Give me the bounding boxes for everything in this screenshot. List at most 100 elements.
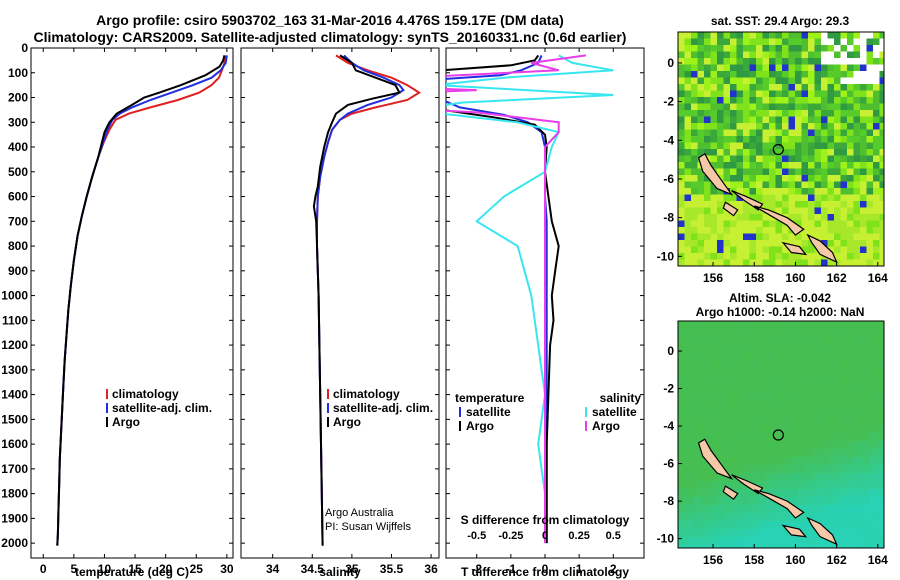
sst-cell xyxy=(788,58,796,65)
x-tick-label: 35 xyxy=(345,562,359,576)
sla-cell xyxy=(702,425,711,434)
sla-cell xyxy=(678,409,687,418)
sst-cell xyxy=(704,188,711,195)
sst-cell xyxy=(723,227,731,234)
sst-cell xyxy=(710,71,718,78)
sla-cell xyxy=(822,497,831,506)
sst-cell xyxy=(775,38,783,46)
sst-cell xyxy=(756,123,763,130)
sla-cell xyxy=(678,329,687,338)
sst-cell xyxy=(782,175,789,182)
sst-cell xyxy=(743,253,750,260)
sst-cell xyxy=(717,90,724,98)
sla-cell xyxy=(694,329,703,338)
sst-cell xyxy=(801,58,809,65)
sla-cell xyxy=(718,393,727,402)
y-tick-label: 600 xyxy=(8,190,28,204)
sla-cell xyxy=(678,321,687,330)
sst-cell xyxy=(691,90,698,98)
sla-cell xyxy=(726,505,735,514)
sst-cell xyxy=(853,77,861,85)
sst-cell xyxy=(730,168,737,176)
sla-cell xyxy=(702,337,711,346)
sst-cell xyxy=(860,233,867,241)
sla-cell xyxy=(846,505,855,514)
sst-cell xyxy=(749,77,757,85)
sla-cell xyxy=(830,497,839,506)
sst-cell xyxy=(782,194,789,202)
sla-cell xyxy=(814,345,823,354)
sst-cell xyxy=(788,155,796,163)
sla-cell xyxy=(870,329,879,338)
sst-cell xyxy=(723,90,731,98)
sla-cell xyxy=(774,361,783,370)
sst-cell xyxy=(879,142,884,150)
sst-cell xyxy=(795,233,802,241)
sla-cell xyxy=(854,409,863,418)
sst-cell xyxy=(827,227,835,234)
sst-cell xyxy=(808,168,815,176)
sst-cell xyxy=(710,123,718,130)
sst-cell xyxy=(873,253,880,260)
sla-cell xyxy=(686,425,695,434)
sst-cell xyxy=(710,64,718,72)
sst-cell xyxy=(860,240,867,247)
sla-cell xyxy=(742,449,751,458)
sst-cell xyxy=(769,84,776,91)
sst-cell xyxy=(860,103,867,111)
sst-cell xyxy=(860,116,867,124)
sst-cell xyxy=(827,207,835,215)
sla-cell xyxy=(854,353,863,362)
sst-cell xyxy=(749,162,757,169)
sst-cell xyxy=(853,129,861,137)
sla-cell xyxy=(798,425,807,434)
legend-label: satellite xyxy=(466,405,511,419)
sla-cell xyxy=(862,529,871,538)
sst-cell xyxy=(866,116,874,124)
sst-cell xyxy=(775,64,783,72)
sla-cell xyxy=(838,425,847,434)
sla-cell xyxy=(846,529,855,538)
sst-cell xyxy=(827,110,835,117)
sst-cell xyxy=(834,51,841,59)
sst-cell xyxy=(853,103,861,111)
sla-cell xyxy=(838,377,847,386)
sla-cell xyxy=(766,513,775,522)
sla-cell xyxy=(830,425,839,434)
sla-cell xyxy=(734,321,743,330)
sst-cell xyxy=(762,103,770,111)
sst-cell xyxy=(736,64,744,72)
sst-cell xyxy=(704,201,711,208)
lat-tick-label: -4 xyxy=(663,133,674,147)
sla-cell xyxy=(742,321,751,330)
sla-cell xyxy=(798,457,807,466)
sst-cell xyxy=(879,64,884,72)
sla-cell xyxy=(758,513,767,522)
sst-cell xyxy=(691,149,698,156)
sla-cell xyxy=(790,425,799,434)
sla-cell xyxy=(702,489,711,498)
y-tick-label: 2000 xyxy=(1,536,28,550)
sst-cell xyxy=(756,45,763,52)
sst-cell xyxy=(788,259,796,266)
sla-cell xyxy=(782,369,791,378)
sla-cell xyxy=(806,425,815,434)
sla-cell xyxy=(758,529,767,538)
sst-cell xyxy=(717,136,724,143)
sst-cell xyxy=(717,253,724,260)
s-diff-tick-label: 0 xyxy=(542,530,548,542)
sst-cell xyxy=(827,181,835,189)
x-tick-label: 36 xyxy=(424,562,438,576)
sst-cell xyxy=(866,51,874,59)
sst-cell xyxy=(697,77,705,85)
sst-cell xyxy=(873,175,880,182)
x-tick-label: 0 xyxy=(40,562,47,576)
sst-cell xyxy=(684,129,692,137)
sla-cell xyxy=(734,337,743,346)
sla-cell xyxy=(862,337,871,346)
sst-cell xyxy=(769,123,776,130)
sst-cell xyxy=(840,207,848,215)
sst-cell xyxy=(866,214,874,221)
sst-cell xyxy=(736,168,744,176)
